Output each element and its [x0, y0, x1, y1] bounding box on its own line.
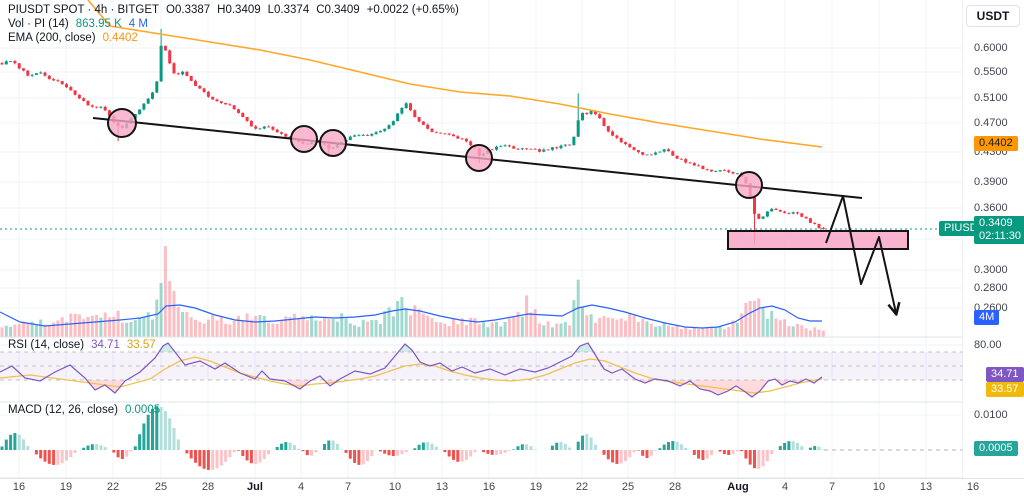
rsi-value: 34.71 [91, 339, 120, 351]
time-tick-label: 16 [966, 481, 980, 493]
price-tick-label: 0.2800 [974, 282, 1008, 294]
volume-indicator-label[interactable]: Vol · PI (14) [8, 18, 69, 30]
price-tick-label: 0.5100 [974, 92, 1008, 104]
last-price-badge: 0.3409 02:11:30 [974, 216, 1024, 244]
time-tick-label: 25 [154, 481, 168, 493]
time-tick-label: 28 [201, 481, 215, 493]
ema-value: 0.4402 [102, 32, 138, 44]
volume-value: 863.95 K [75, 18, 122, 30]
time-tick-label: 16 [12, 481, 26, 493]
ohlc-change: +0.0022 (+0.65%) [366, 4, 459, 16]
ohlc-low: L0.3374 [267, 4, 310, 16]
price-tick-label: 0.4700 [974, 117, 1008, 129]
volume-ma-badge: 4M [974, 310, 1000, 325]
time-tick-label: 25 [621, 481, 635, 493]
ohlc-open: O0.3387 [166, 4, 211, 16]
rsi-badge: 34.71 [986, 367, 1024, 382]
price-tick-label: 0.6000 [974, 42, 1008, 54]
time-tick-label: 4 [297, 481, 305, 493]
macd-badge: 0.0005 [974, 441, 1018, 456]
macd-axis-tick: 0.0100 [974, 409, 1008, 421]
bar-countdown: 02:11:30 [979, 230, 1022, 242]
symbol-title[interactable]: PIUSDT SPOT · 4h · BITGET [8, 4, 160, 16]
time-tick-label: Aug [727, 481, 749, 493]
time-tick-label: 19 [59, 481, 73, 493]
time-tick-label: 10 [388, 481, 402, 493]
price-tick-label: 0.5500 [974, 66, 1008, 78]
time-tick-label: Jul [247, 481, 263, 493]
rsi-ma-value: 33.57 [126, 339, 156, 351]
time-axis[interactable] [0, 478, 1024, 501]
time-tick-label: 7 [344, 481, 352, 493]
time-tick-label: 16 [482, 481, 496, 493]
time-tick-label: 10 [872, 481, 886, 493]
time-tick-label: 28 [668, 481, 682, 493]
time-tick-label: 13 [919, 481, 933, 493]
last-price-value: 0.3409 [979, 217, 1013, 229]
ema-indicator-label[interactable]: EMA (200, close) [8, 32, 96, 44]
macd-value: 0.0005 [124, 404, 161, 416]
time-tick-label: 13 [435, 481, 449, 493]
rsi-indicator-label[interactable]: RSI (14, close) [8, 339, 85, 351]
price-tick-label: 0.3900 [974, 176, 1008, 188]
volume-ma-value: 4 M [128, 18, 148, 30]
ema-price-badge: 0.4402 [974, 136, 1018, 151]
time-tick-label: 7 [828, 481, 836, 493]
price-tick-label: 0.3000 [974, 264, 1008, 276]
rsi-ma-badge: 33.57 [986, 382, 1024, 397]
ohlc-high: H0.3409 [217, 4, 261, 16]
rsi-axis-tick: 80.00 [974, 339, 1002, 351]
macd-indicator-label[interactable]: MACD (12, 26, close) [8, 404, 118, 416]
ohlc-close: C0.3409 [316, 4, 360, 16]
time-tick-label: 19 [529, 481, 543, 493]
quote-currency-button[interactable]: USDT [966, 5, 1020, 27]
time-tick-label: 4 [781, 481, 789, 493]
time-tick-label: 22 [575, 481, 589, 493]
time-tick-label: 22 [106, 481, 120, 493]
price-tick-label: 0.3600 [974, 202, 1008, 214]
